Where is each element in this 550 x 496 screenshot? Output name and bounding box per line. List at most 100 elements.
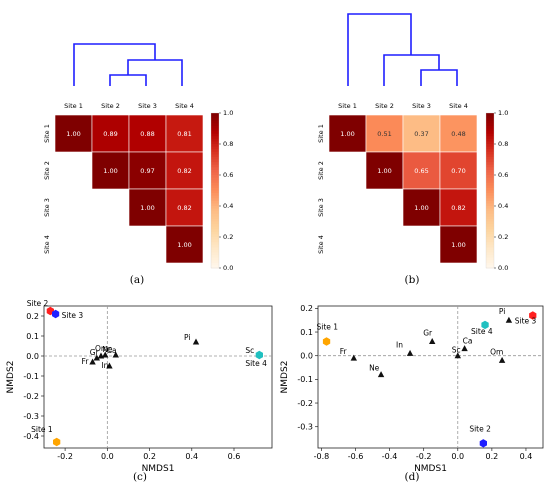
colorbar-segment <box>486 169 494 173</box>
x-tick-label: 0.4 <box>185 452 198 461</box>
species-label: Om <box>490 347 503 356</box>
y-tick-label: -0.4 <box>23 432 39 441</box>
colorbar-segment <box>211 218 219 222</box>
colorbar-tick-label: 1.0 <box>498 109 508 117</box>
row-label: Site 1 <box>317 124 325 143</box>
plot-frame <box>317 305 544 449</box>
cell-value-label: 1.00 <box>340 130 354 138</box>
species-label: Sc <box>452 346 461 355</box>
colorbar-segment <box>211 115 219 119</box>
colorbar-segment <box>486 252 494 256</box>
species-marker <box>350 354 357 361</box>
colorbar-frame <box>210 112 220 269</box>
colorbar-segment <box>211 239 219 243</box>
species-marker <box>505 316 513 323</box>
species-marker <box>89 358 96 365</box>
species-label: Pi <box>499 307 505 316</box>
species-marker <box>498 356 506 363</box>
site-label: Site 2 <box>27 299 49 308</box>
colorbar-segment <box>486 146 494 150</box>
colorbar-segment <box>211 242 219 246</box>
colorbar-segment <box>486 123 494 127</box>
x-tick-label: 0.0 <box>101 452 114 461</box>
colorbar-segment <box>211 249 219 253</box>
heatmap-cell <box>402 188 441 227</box>
cell-value-label: 0.70 <box>451 167 465 175</box>
column-label: Site 2 <box>101 102 120 110</box>
colorbar-segment <box>211 167 219 171</box>
colorbar-segment <box>211 255 219 259</box>
colorbar-segment <box>486 257 494 261</box>
x-tick-label: 0.2 <box>143 452 156 461</box>
x-axis-label: NMDS1 <box>142 464 175 474</box>
colorbar-segment <box>486 144 494 148</box>
colorbar-segment <box>486 175 494 179</box>
species-marker <box>461 345 468 352</box>
colorbar-segment <box>211 211 219 215</box>
heatmap-cell <box>128 114 167 153</box>
colorbar-tick-label: 1.0 <box>223 109 233 117</box>
site-marker <box>53 437 61 447</box>
site-marker <box>481 320 489 330</box>
colorbar-segment <box>486 200 494 204</box>
colorbar-segment <box>211 151 219 155</box>
colorbar-segment <box>211 146 219 150</box>
y-axis-label: NMDS2 <box>6 361 16 394</box>
panel-caption: (d) <box>405 471 420 483</box>
heatmap-cell <box>165 225 204 264</box>
heatmap-cell <box>328 114 367 153</box>
colorbar-segment <box>486 206 494 210</box>
panel-caption: (c) <box>133 471 147 483</box>
colorbar-segment <box>486 141 494 145</box>
heatmap-b: Site 1 Site 2 Site 3 Site 4 Site 1 Site 2 Site… <box>317 13 508 286</box>
colorbar-segment <box>211 231 219 235</box>
scatter-c: -0.2 0.0 0.2 0.4 0.6 -0.4 -0.3 -0.2 -0.1 0.0 0.1 0.… <box>6 299 273 483</box>
colorbar-segment <box>211 136 219 140</box>
colorbar-segment <box>486 234 494 238</box>
species-label: In <box>396 340 403 349</box>
species-marker <box>406 349 414 356</box>
species-label: In <box>101 361 108 370</box>
colorbar-segment <box>211 229 219 233</box>
colorbar-segment <box>211 169 219 173</box>
x-tick-label: 0.4 <box>520 452 533 461</box>
species-label: Sc <box>245 346 254 355</box>
heatmap-cell <box>439 188 478 227</box>
colorbar-segment <box>486 131 494 135</box>
colorbar-segment <box>211 156 219 160</box>
site-label: Site 3 <box>515 316 537 325</box>
colorbar-segment <box>486 154 494 158</box>
plot-frame <box>43 305 273 449</box>
row-label: Site 1 <box>43 124 51 143</box>
species-marker <box>93 354 100 361</box>
colorbar-segment <box>486 159 494 163</box>
y-tick-label: -0.3 <box>297 423 313 432</box>
cell-value-label: 1.00 <box>66 130 80 138</box>
cell-value-label: 0.82 <box>451 204 465 212</box>
species-label: Gr <box>423 329 433 338</box>
colorbar-segment <box>486 190 494 194</box>
colorbar-segment <box>211 162 219 166</box>
column-label: Site 4 <box>175 102 194 110</box>
row-label: Site 3 <box>317 198 325 217</box>
colorbar-segment <box>486 211 494 215</box>
colorbar-segment <box>211 182 219 186</box>
colorbar-segment <box>486 226 494 230</box>
heatmap-cell <box>365 114 404 153</box>
colorbar-segment <box>211 154 219 158</box>
colorbar-segment <box>211 172 219 176</box>
species-label: Ne <box>369 364 380 373</box>
cell-value-label: 1.00 <box>140 204 154 212</box>
species-label: Pi <box>184 333 190 342</box>
y-tick-label: 0.2 <box>26 312 39 321</box>
species-marker <box>454 352 461 359</box>
colorbar-segment <box>486 128 494 132</box>
species-label: Fr <box>340 347 348 356</box>
colorbar-segment <box>486 167 494 171</box>
colorbar-segment <box>486 195 494 199</box>
colorbar-segment <box>486 177 494 181</box>
colorbar-segment <box>211 144 219 148</box>
colorbar-segment <box>486 120 494 124</box>
colorbar-segment <box>211 120 219 124</box>
heatmap-cell <box>439 151 478 190</box>
